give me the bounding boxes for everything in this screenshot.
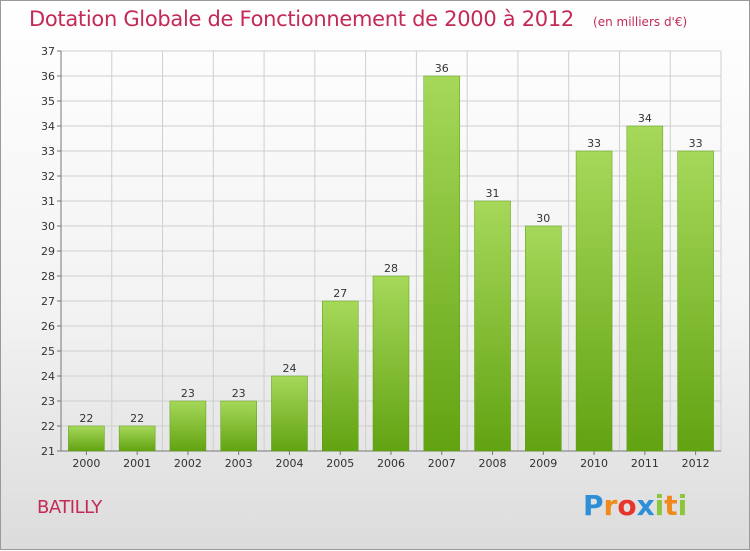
y-tick-labels: 21 22 23 24 25 26 27 28 29 30 31 32 33 34 35 36 37 [41,45,55,458]
data-labels: 22 22 23 23 24 27 28 36 31 30 33 34 33 [79,62,702,425]
data-label-2011: 34 [638,112,652,125]
y-tick-label: 34 [41,120,55,133]
y-tick-label: 33 [41,145,55,158]
data-label-2007: 36 [435,62,449,75]
y-tick-label: 29 [41,245,55,258]
x-tick-label: 2010 [580,457,608,470]
x-tick-label: 2006 [377,457,405,470]
y-tick-label: 31 [41,195,55,208]
y-tick-label: 27 [41,295,55,308]
data-label-2006: 28 [384,262,398,275]
data-label-2009: 30 [536,212,550,225]
data-label-2003: 23 [232,387,246,400]
x-tick-label: 2001 [123,457,151,470]
bar-2012 [677,150,714,452]
data-label-2004: 24 [282,362,296,375]
logo-letter: P [583,489,604,522]
y-tick-label: 25 [41,345,55,358]
bars [68,75,714,452]
y-tick-label: 28 [41,270,55,283]
x-tick-label: 2004 [275,457,303,470]
bar-2010 [575,150,613,452]
bar-2004 [271,375,308,452]
bar-2005 [321,300,359,452]
x-tick-label: 2003 [225,457,253,470]
logo-letter: r [603,489,618,522]
chart-title: Dotation Globale de Fonctionnement de 20… [29,7,574,31]
x-tick-label: 2011 [631,457,659,470]
x-tick-label: 2007 [428,457,456,470]
chart-subtitle: (en milliers d'€) [593,15,688,29]
x-tick-label: 2009 [529,457,557,470]
bar-2001 [118,425,156,452]
data-label-2005: 27 [333,287,347,300]
bar-2009 [525,225,562,452]
commune-name: BATILLY [37,497,102,518]
logo-letter: x [636,489,655,522]
bar-2000 [68,425,105,452]
data-label-2012: 33 [689,137,703,150]
x-tick-label: 2002 [174,457,202,470]
bar-2007 [423,75,461,452]
bar-2008 [474,200,511,452]
bar-2002 [169,400,207,452]
logo-letter: o [617,489,637,522]
logo-letter: t [664,489,678,522]
logo-letter: i [654,489,665,522]
y-tick-label: 26 [41,320,55,333]
y-tick-label: 21 [41,445,55,458]
y-tick-label: 23 [41,395,55,408]
y-tick-label: 24 [41,370,55,383]
x-tick-label: 2005 [326,457,354,470]
proxiti-logo: Proxiti [583,489,687,522]
bar-2011 [626,125,664,452]
y-tick-label: 30 [41,220,55,233]
y-tick-label: 22 [41,420,55,433]
y-tick-label: 35 [41,95,55,108]
data-label-2008: 31 [486,187,500,200]
y-tick-label: 32 [41,170,55,183]
bar-2006 [372,275,410,452]
data-label-2000: 22 [79,412,93,425]
y-tick-label: 36 [41,70,55,83]
x-tick-labels: 2000 2001 2002 2003 2004 2005 2006 2007 2008 2009… [72,457,709,470]
data-label-2001: 22 [130,412,144,425]
bar-2003 [220,400,257,452]
logo-letter: i [677,489,688,522]
chart-title-area: Dotation Globale de Fonctionnement de 20… [29,7,687,31]
y-tick-label: 37 [41,45,55,58]
x-tick-label: 2012 [682,457,710,470]
x-tick-label: 2000 [72,457,100,470]
data-label-2002: 23 [181,387,195,400]
data-label-2010: 33 [587,137,601,150]
x-tick-label: 2008 [479,457,507,470]
